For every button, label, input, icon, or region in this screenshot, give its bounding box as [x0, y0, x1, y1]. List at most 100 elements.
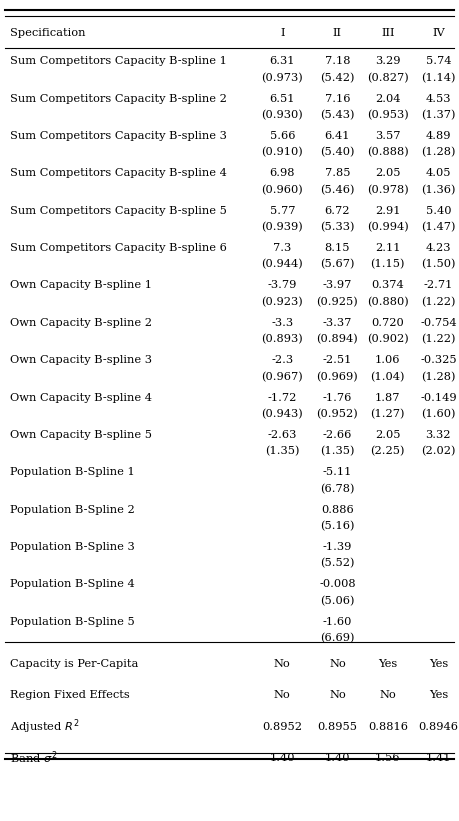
Text: 2.11: 2.11	[375, 243, 401, 253]
Text: (1.50): (1.50)	[421, 259, 456, 270]
Text: -0.754: -0.754	[420, 318, 457, 328]
Text: (0.902): (0.902)	[367, 334, 409, 345]
Text: 6.51: 6.51	[269, 94, 295, 103]
Text: (0.939): (0.939)	[262, 222, 303, 232]
Text: 1.06: 1.06	[375, 355, 401, 365]
Text: 4.23: 4.23	[425, 243, 451, 253]
Text: Region Fixed Effects: Region Fixed Effects	[10, 690, 130, 700]
Text: 1.41: 1.41	[425, 753, 451, 763]
Text: (0.953): (0.953)	[367, 110, 409, 121]
Text: (1.47): (1.47)	[421, 222, 456, 232]
Text: (6.69): (6.69)	[320, 633, 355, 644]
Text: (5.33): (5.33)	[320, 222, 355, 232]
Text: (5.43): (5.43)	[320, 110, 355, 121]
Text: (0.827): (0.827)	[367, 72, 409, 83]
Text: Population B-Spline 2: Population B-Spline 2	[10, 505, 135, 515]
Text: (0.960): (0.960)	[262, 185, 303, 195]
Text: (5.67): (5.67)	[320, 259, 355, 270]
Text: (1.15): (1.15)	[370, 259, 405, 270]
Text: 4.05: 4.05	[425, 168, 451, 178]
Text: Own Capacity B-spline 2: Own Capacity B-spline 2	[10, 318, 152, 328]
Text: (1.14): (1.14)	[421, 72, 456, 83]
Text: Own Capacity B-spline 3: Own Capacity B-spline 3	[10, 355, 152, 365]
Text: (0.967): (0.967)	[262, 371, 303, 382]
Text: (0.893): (0.893)	[262, 334, 303, 345]
Text: Capacity is Per-Capita: Capacity is Per-Capita	[10, 659, 139, 669]
Text: -2.51: -2.51	[323, 355, 352, 365]
Text: Own Capacity B-spline 4: Own Capacity B-spline 4	[10, 392, 152, 402]
Text: Yes: Yes	[429, 690, 448, 700]
Text: (0.930): (0.930)	[262, 110, 303, 121]
Text: 0.374: 0.374	[371, 281, 404, 291]
Text: No: No	[274, 690, 291, 700]
Text: (1.35): (1.35)	[265, 446, 300, 456]
Text: Specification: Specification	[10, 28, 85, 38]
Text: 1.40: 1.40	[325, 753, 350, 763]
Text: 3.57: 3.57	[375, 131, 401, 141]
Text: (0.925): (0.925)	[317, 296, 358, 307]
Text: -5.11: -5.11	[323, 467, 352, 477]
Text: Sum Competitors Capacity B-spline 6: Sum Competitors Capacity B-spline 6	[10, 243, 227, 253]
Text: 0.8955: 0.8955	[317, 722, 358, 732]
Text: Sum Competitors Capacity B-spline 4: Sum Competitors Capacity B-spline 4	[10, 168, 227, 178]
Text: 1.87: 1.87	[375, 392, 401, 402]
Text: (1.27): (1.27)	[370, 409, 405, 420]
Text: 5.74: 5.74	[425, 57, 451, 67]
Text: (0.888): (0.888)	[367, 147, 409, 158]
Text: Sum Competitors Capacity B-spline 1: Sum Competitors Capacity B-spline 1	[10, 57, 227, 67]
Text: 6.98: 6.98	[269, 168, 295, 178]
Text: (6.78): (6.78)	[320, 484, 355, 494]
Text: (2.25): (2.25)	[370, 446, 405, 456]
Text: -1.72: -1.72	[268, 392, 297, 402]
Text: (0.994): (0.994)	[367, 222, 409, 232]
Text: Population B-Spline 4: Population B-Spline 4	[10, 580, 135, 589]
Text: Adjusted $R^2$: Adjusted $R^2$	[10, 718, 79, 736]
Text: (1.37): (1.37)	[421, 110, 456, 121]
Text: 4.53: 4.53	[425, 94, 451, 103]
Text: (1.60): (1.60)	[421, 409, 456, 420]
Text: -2.66: -2.66	[323, 430, 352, 440]
Text: Yes: Yes	[429, 659, 448, 669]
Text: -3.97: -3.97	[323, 281, 352, 291]
Text: -0.149: -0.149	[420, 392, 457, 402]
Text: 3.29: 3.29	[375, 57, 401, 67]
Text: -2.3: -2.3	[271, 355, 293, 365]
Text: I: I	[280, 28, 285, 38]
Text: (0.923): (0.923)	[262, 296, 303, 307]
Text: (1.35): (1.35)	[320, 446, 355, 456]
Text: 1.40: 1.40	[269, 753, 295, 763]
Text: 3.32: 3.32	[425, 430, 451, 440]
Text: Sum Competitors Capacity B-spline 5: Sum Competitors Capacity B-spline 5	[10, 206, 227, 216]
Text: 8.15: 8.15	[325, 243, 350, 253]
Text: 5.77: 5.77	[269, 206, 295, 216]
Text: 6.31: 6.31	[269, 57, 295, 67]
Text: (5.46): (5.46)	[320, 185, 355, 195]
Text: 7.3: 7.3	[273, 243, 291, 253]
Text: 4.89: 4.89	[425, 131, 451, 141]
Text: 7.16: 7.16	[325, 94, 350, 103]
Text: (1.28): (1.28)	[421, 371, 456, 382]
Text: III: III	[381, 28, 395, 38]
Text: (5.52): (5.52)	[320, 558, 355, 569]
Text: 2.05: 2.05	[375, 168, 401, 178]
Text: (1.04): (1.04)	[370, 371, 405, 382]
Text: -0.325: -0.325	[420, 355, 457, 365]
Text: Own Capacity B-spline 1: Own Capacity B-spline 1	[10, 281, 152, 291]
Text: 0.8816: 0.8816	[368, 722, 408, 732]
Text: Sum Competitors Capacity B-spline 2: Sum Competitors Capacity B-spline 2	[10, 94, 227, 103]
Text: 6.72: 6.72	[325, 206, 350, 216]
Text: -1.39: -1.39	[323, 542, 352, 552]
Text: (5.06): (5.06)	[320, 595, 355, 606]
Text: (0.894): (0.894)	[317, 334, 358, 345]
Text: Yes: Yes	[378, 659, 397, 669]
Text: 5.66: 5.66	[269, 131, 295, 141]
Text: 0.886: 0.886	[321, 505, 354, 515]
Text: Population B-Spline 1: Population B-Spline 1	[10, 467, 135, 477]
Text: -3.3: -3.3	[271, 318, 293, 328]
Text: -2.63: -2.63	[268, 430, 297, 440]
Text: 2.05: 2.05	[375, 430, 401, 440]
Text: (0.910): (0.910)	[262, 147, 303, 158]
Text: (1.22): (1.22)	[421, 334, 456, 345]
Text: (1.22): (1.22)	[421, 296, 456, 307]
Text: Band $\sigma^2$: Band $\sigma^2$	[10, 750, 57, 766]
